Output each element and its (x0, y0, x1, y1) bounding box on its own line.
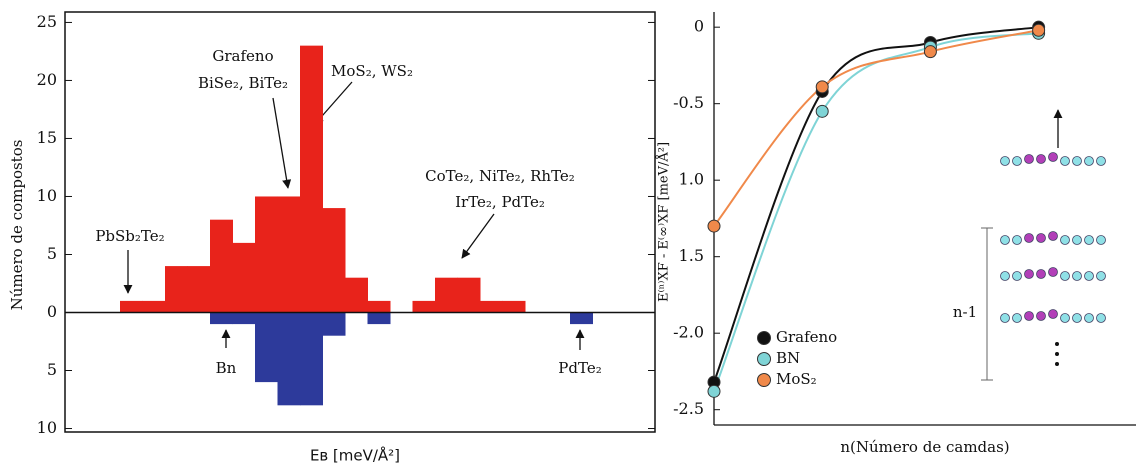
series-line (713, 32, 1039, 392)
y-tick-label: -2.0 (673, 323, 704, 342)
annotation: MoS₂, WS₂ (331, 62, 413, 80)
annotation: CoTe₂, NiTe₂, RhTe₂ (425, 167, 575, 185)
legend-marker (757, 373, 771, 387)
y-tick-label: 10 (37, 186, 57, 205)
bar (345, 277, 368, 313)
bar (255, 196, 278, 313)
annotation: Bn (216, 359, 237, 377)
y-tick-label: 25 (37, 12, 57, 31)
bar (277, 312, 301, 406)
y-axis-label: E⁽ⁿ⁾XF - E⁽∞⁾XF [meV/Å²] (656, 142, 672, 302)
annotation: PdTe₂ (558, 359, 601, 377)
bar (142, 300, 166, 313)
y-tick-label: 0 (47, 302, 57, 321)
data-point (815, 104, 829, 118)
bar (232, 242, 256, 313)
legend-marker (757, 352, 771, 366)
bar (210, 312, 233, 325)
bar (210, 219, 233, 313)
bar (322, 208, 346, 313)
x-axis-label: n(Número de camdas) (840, 438, 1009, 456)
y-tick-label: 5 (47, 360, 57, 379)
legend-label: MoS₂ (776, 370, 817, 388)
data-point (923, 45, 937, 59)
bar (367, 300, 391, 313)
data-point (1032, 23, 1046, 37)
bar (187, 266, 211, 313)
annotation: PbSb₂Te₂ (95, 227, 164, 245)
bar (367, 312, 391, 325)
y-tick-label: 20 (37, 70, 57, 89)
inset-label: n-1 (953, 303, 977, 321)
bar (277, 196, 301, 313)
bar (570, 312, 593, 325)
bar (412, 300, 436, 313)
y-axis-label: Número de compostos (8, 140, 26, 311)
left-plot-frame (64, 11, 656, 433)
data-point (707, 219, 721, 233)
x-axis-label: Eʙ [meV/Å²] (310, 446, 400, 465)
y-tick-label: -2.5 (673, 399, 704, 418)
bar (300, 312, 323, 406)
y-tick-label: 1.5 (679, 246, 704, 265)
legend-label: BN (776, 349, 800, 367)
annotation: IrTe₂, PdTe₂ (455, 193, 545, 211)
bar (457, 277, 481, 313)
bar (232, 312, 256, 325)
bar (322, 312, 346, 336)
bar (502, 300, 526, 313)
bar (300, 45, 323, 313)
bar (435, 277, 458, 313)
legend-label: Grafeno (776, 328, 837, 346)
series-line (713, 29, 1039, 227)
bar (480, 300, 503, 313)
annotation: Grafeno (212, 47, 273, 65)
y-tick-label: 15 (37, 128, 57, 147)
data-point (707, 384, 721, 398)
annotation: BiSe₂, BiTe₂ (198, 74, 288, 92)
data-point (815, 80, 829, 94)
bar (165, 266, 188, 313)
y-tick-label: 1.0 (679, 170, 704, 189)
inset-structure (981, 152, 1106, 381)
y-tick-label: -0.5 (673, 93, 704, 112)
y-tick-label: 5 (47, 244, 57, 263)
y-tick-label: 0 (694, 17, 704, 36)
bar (120, 300, 143, 313)
bar (255, 312, 278, 383)
y-tick-label: 10 (37, 418, 57, 437)
series-line (713, 26, 1039, 383)
legend-marker (757, 331, 771, 345)
